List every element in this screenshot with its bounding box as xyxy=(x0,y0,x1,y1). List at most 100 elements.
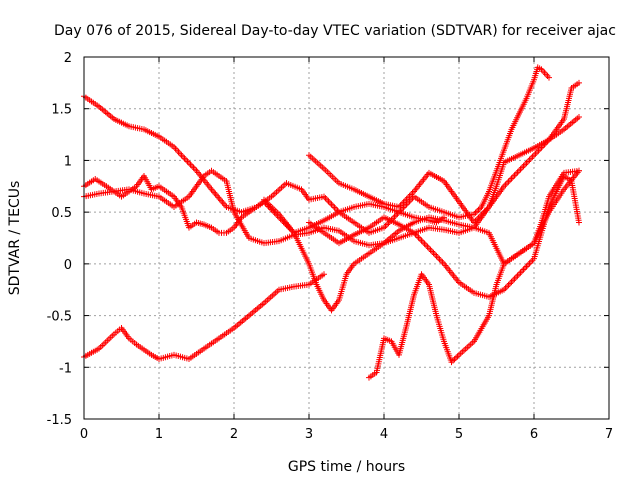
data-point xyxy=(451,356,458,363)
data-point xyxy=(424,243,431,250)
data-point xyxy=(218,197,225,204)
x-tick-label: 2 xyxy=(230,427,238,442)
data-point xyxy=(507,177,513,184)
x-tick-label: 3 xyxy=(305,427,313,442)
data-point xyxy=(415,234,422,241)
data-series xyxy=(306,79,582,226)
data-point xyxy=(322,195,329,202)
data-point xyxy=(190,164,197,171)
data-series xyxy=(366,167,582,381)
y-tick-label: 0.5 xyxy=(51,206,72,221)
data-point xyxy=(436,256,443,263)
data-point xyxy=(330,202,336,209)
data-point xyxy=(391,213,398,220)
data-series xyxy=(81,64,552,236)
data-point xyxy=(435,254,441,261)
data-point xyxy=(505,282,512,289)
data-point xyxy=(331,204,338,211)
data-point xyxy=(192,166,198,173)
data-point xyxy=(184,158,191,165)
data-point xyxy=(576,79,582,86)
data-point xyxy=(474,208,480,215)
data-point xyxy=(414,232,420,239)
data-point xyxy=(180,153,186,160)
data-point xyxy=(426,245,432,252)
data-point xyxy=(519,268,525,275)
plot-frame xyxy=(83,56,610,420)
data-point xyxy=(213,192,220,199)
data-point xyxy=(529,153,536,160)
data-point xyxy=(209,187,216,194)
x-tick-label: 1 xyxy=(155,427,163,442)
data-point xyxy=(514,169,521,176)
data-point xyxy=(576,113,582,120)
data-point xyxy=(511,172,518,179)
x-tick-label: 4 xyxy=(380,427,388,442)
y-tick-label: 1.5 xyxy=(51,103,72,118)
data-point xyxy=(502,181,509,188)
data-point xyxy=(510,277,516,284)
data-point xyxy=(219,199,226,206)
data-point xyxy=(528,155,534,162)
data-point xyxy=(525,261,531,268)
data-point xyxy=(519,164,525,171)
data-point xyxy=(181,155,188,162)
x-axis-label: GPS time / hours xyxy=(288,459,405,475)
data-point xyxy=(220,200,227,207)
data-point xyxy=(510,173,516,180)
x-tick-label: 7 xyxy=(605,427,613,442)
data-point xyxy=(454,353,461,360)
x-tick-label: 6 xyxy=(530,427,538,442)
data-point xyxy=(534,149,540,156)
y-tick-label: -1 xyxy=(59,361,72,376)
data-point xyxy=(517,269,524,276)
data-point xyxy=(186,160,192,167)
data-point xyxy=(423,242,429,249)
data-point xyxy=(505,178,512,185)
data-point xyxy=(522,161,528,168)
data-point xyxy=(421,240,428,247)
data-point xyxy=(433,253,440,260)
data-point xyxy=(409,190,416,197)
data-point xyxy=(504,283,510,290)
data-point xyxy=(393,212,399,219)
data-point xyxy=(516,167,522,174)
y-tick-label: 0 xyxy=(64,258,72,273)
data-point xyxy=(211,189,218,196)
data-point xyxy=(417,236,423,243)
tick-labels: 0 1 2 3 4 5 6 7 -1.5 -1 -0.5 0 0.5 1 1.5 2 xyxy=(47,51,614,442)
data-point xyxy=(427,246,434,253)
data-point xyxy=(216,195,223,202)
data-point xyxy=(526,260,533,267)
data-point xyxy=(321,271,327,278)
y-tick-label: 2 xyxy=(64,51,72,66)
y-tick-label: 1 xyxy=(64,154,72,169)
data-point xyxy=(438,257,444,264)
data-point xyxy=(526,156,533,163)
data-point xyxy=(333,206,339,213)
data-point xyxy=(508,175,515,182)
y-tick-label: -0.5 xyxy=(47,310,72,325)
data-point xyxy=(576,219,582,226)
data-point xyxy=(212,191,219,198)
data-point xyxy=(514,272,521,279)
data-series xyxy=(81,271,327,363)
data-point xyxy=(418,237,425,244)
data-point xyxy=(513,170,519,177)
data-point xyxy=(420,239,426,246)
data-point xyxy=(520,163,527,170)
data-point xyxy=(507,280,513,287)
data-point xyxy=(532,150,539,157)
data-point xyxy=(384,221,390,228)
chart-title: Day 076 of 2015, Sidereal Day-to-day VTE… xyxy=(54,23,616,39)
data-point xyxy=(522,264,528,271)
data-series xyxy=(261,167,582,314)
data-point xyxy=(327,199,333,206)
data-point xyxy=(508,278,515,285)
y-tick-label: -1.5 xyxy=(47,413,72,428)
data-point xyxy=(513,274,519,281)
data-point xyxy=(439,259,446,266)
data-point xyxy=(215,194,222,201)
data-point xyxy=(528,258,534,265)
